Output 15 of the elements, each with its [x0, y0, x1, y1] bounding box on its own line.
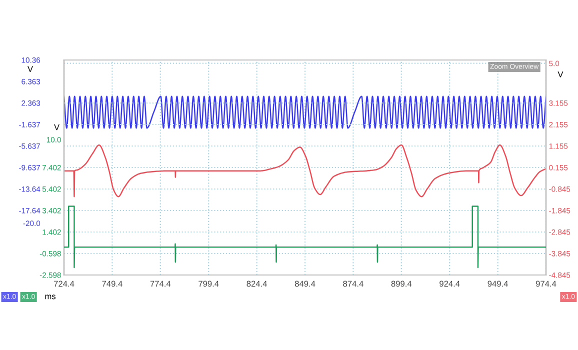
y3-axis-title: V: [54, 124, 60, 130]
y-axis-title: V: [28, 66, 34, 72]
x-tick-label: 799.4: [198, 280, 219, 287]
x-tick-label: 724.4: [54, 280, 74, 287]
x-tick-label: 899.4: [391, 280, 412, 287]
x-tick-label: 749.4: [102, 280, 122, 287]
x-tick-label: 974.4: [536, 280, 556, 287]
x-tick-label: 924.4: [440, 280, 460, 287]
x-tick-label: 874.4: [343, 280, 364, 287]
y2-axis-title: V: [558, 71, 564, 78]
x-tick-label: 774.4: [150, 280, 171, 287]
x-tick-label: 949.4: [488, 280, 508, 287]
x-tick-label: 849.4: [294, 280, 316, 287]
x-tick-label: 824.4: [246, 280, 267, 287]
x-axis-title: ms: [45, 294, 56, 300]
